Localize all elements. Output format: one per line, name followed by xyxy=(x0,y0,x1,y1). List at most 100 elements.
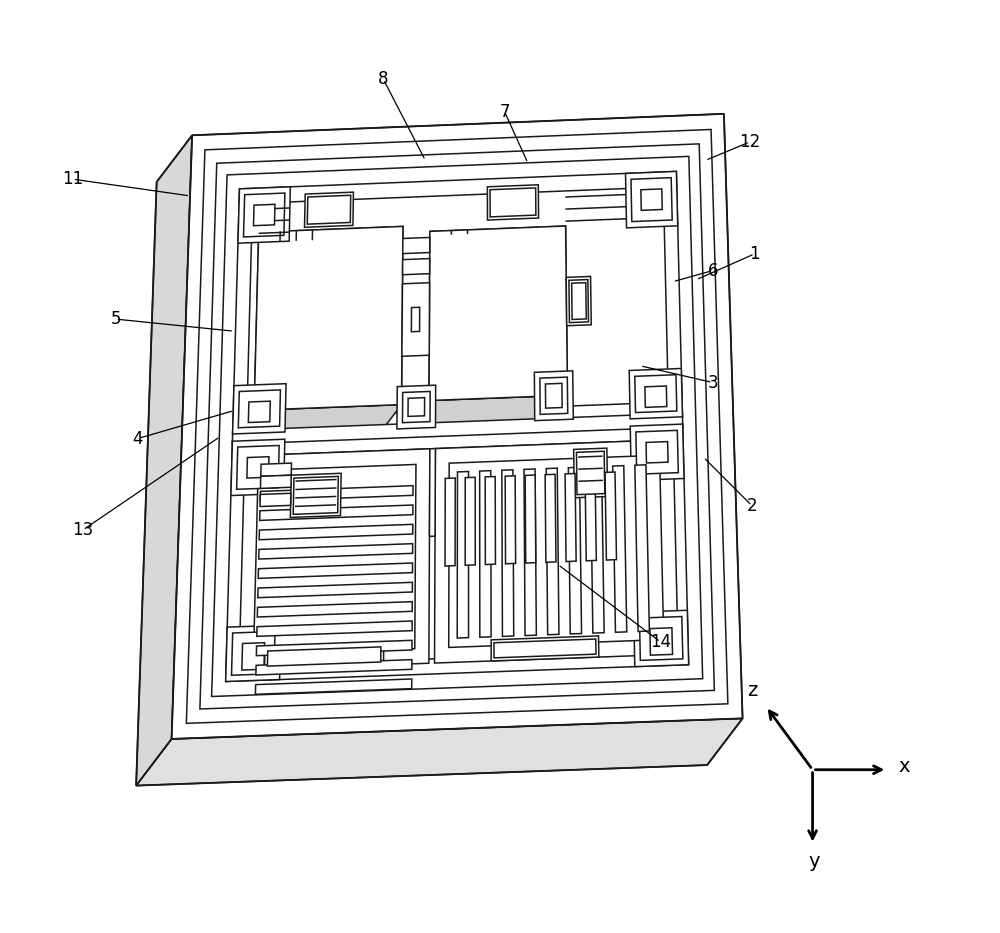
Polygon shape xyxy=(650,628,673,655)
Polygon shape xyxy=(566,276,591,326)
Polygon shape xyxy=(232,413,683,444)
Text: x: x xyxy=(898,758,910,776)
Polygon shape xyxy=(591,466,604,634)
Polygon shape xyxy=(397,385,436,429)
Polygon shape xyxy=(254,227,403,411)
Text: 3: 3 xyxy=(707,373,718,392)
Polygon shape xyxy=(254,465,416,655)
Polygon shape xyxy=(232,632,275,675)
Polygon shape xyxy=(613,466,627,633)
Polygon shape xyxy=(402,283,430,356)
Polygon shape xyxy=(631,177,672,221)
Polygon shape xyxy=(435,439,678,663)
Polygon shape xyxy=(258,563,413,578)
Polygon shape xyxy=(136,718,743,786)
Text: 12: 12 xyxy=(739,132,761,151)
Polygon shape xyxy=(257,621,412,636)
Polygon shape xyxy=(525,475,536,563)
Polygon shape xyxy=(238,390,280,427)
Polygon shape xyxy=(445,478,455,566)
Polygon shape xyxy=(256,660,412,675)
Polygon shape xyxy=(265,644,384,669)
Polygon shape xyxy=(457,471,469,638)
Polygon shape xyxy=(480,470,491,637)
Polygon shape xyxy=(403,258,430,274)
Polygon shape xyxy=(635,375,677,412)
Polygon shape xyxy=(545,474,556,563)
Polygon shape xyxy=(258,582,412,598)
Polygon shape xyxy=(645,386,667,408)
Polygon shape xyxy=(494,639,596,658)
Polygon shape xyxy=(546,468,559,634)
Polygon shape xyxy=(569,280,588,323)
Polygon shape xyxy=(565,474,576,562)
Polygon shape xyxy=(545,383,562,408)
Polygon shape xyxy=(233,383,286,434)
Text: 1: 1 xyxy=(749,244,760,263)
Polygon shape xyxy=(290,473,341,518)
Text: 11: 11 xyxy=(62,170,83,188)
Text: 6: 6 xyxy=(707,261,718,280)
Polygon shape xyxy=(260,505,413,521)
Polygon shape xyxy=(226,425,689,681)
Polygon shape xyxy=(136,135,192,786)
Polygon shape xyxy=(239,449,430,670)
Polygon shape xyxy=(226,625,281,681)
Polygon shape xyxy=(449,455,664,648)
Polygon shape xyxy=(429,449,435,536)
Polygon shape xyxy=(490,188,536,216)
Polygon shape xyxy=(429,226,568,400)
Polygon shape xyxy=(293,477,338,514)
Polygon shape xyxy=(200,144,714,709)
Polygon shape xyxy=(626,172,678,228)
Polygon shape xyxy=(305,192,353,228)
Polygon shape xyxy=(429,226,568,400)
Polygon shape xyxy=(233,172,682,434)
Polygon shape xyxy=(238,187,290,244)
Polygon shape xyxy=(641,189,662,210)
Polygon shape xyxy=(410,396,568,426)
Polygon shape xyxy=(307,195,351,224)
Polygon shape xyxy=(261,463,291,477)
Polygon shape xyxy=(186,130,728,723)
Polygon shape xyxy=(255,679,412,694)
Polygon shape xyxy=(572,283,586,319)
Polygon shape xyxy=(487,185,539,220)
Polygon shape xyxy=(257,602,412,617)
Text: 4: 4 xyxy=(133,429,143,448)
Polygon shape xyxy=(242,643,265,670)
Polygon shape xyxy=(260,494,291,507)
Polygon shape xyxy=(254,227,403,411)
Polygon shape xyxy=(502,470,514,636)
Polygon shape xyxy=(576,452,605,494)
Polygon shape xyxy=(505,476,516,564)
Polygon shape xyxy=(605,472,616,560)
Polygon shape xyxy=(247,457,269,478)
Polygon shape xyxy=(237,445,279,489)
Polygon shape xyxy=(491,636,599,661)
Polygon shape xyxy=(253,204,275,226)
Polygon shape xyxy=(465,478,475,565)
Polygon shape xyxy=(540,377,568,414)
Polygon shape xyxy=(259,524,413,539)
Polygon shape xyxy=(634,610,689,667)
Polygon shape xyxy=(635,465,649,632)
Polygon shape xyxy=(646,441,668,463)
Text: 7: 7 xyxy=(499,103,510,121)
Polygon shape xyxy=(630,425,684,480)
Polygon shape xyxy=(256,640,412,656)
Text: 13: 13 xyxy=(72,521,94,539)
Polygon shape xyxy=(411,307,420,332)
Polygon shape xyxy=(248,401,270,423)
Polygon shape xyxy=(212,157,703,697)
Polygon shape xyxy=(247,187,668,418)
Polygon shape xyxy=(636,430,678,474)
Polygon shape xyxy=(639,617,683,661)
Polygon shape xyxy=(172,114,743,739)
Polygon shape xyxy=(568,467,582,634)
Polygon shape xyxy=(402,392,430,423)
Polygon shape xyxy=(534,370,573,421)
Text: y: y xyxy=(809,852,820,870)
Text: 14: 14 xyxy=(650,633,671,651)
Polygon shape xyxy=(574,448,608,497)
